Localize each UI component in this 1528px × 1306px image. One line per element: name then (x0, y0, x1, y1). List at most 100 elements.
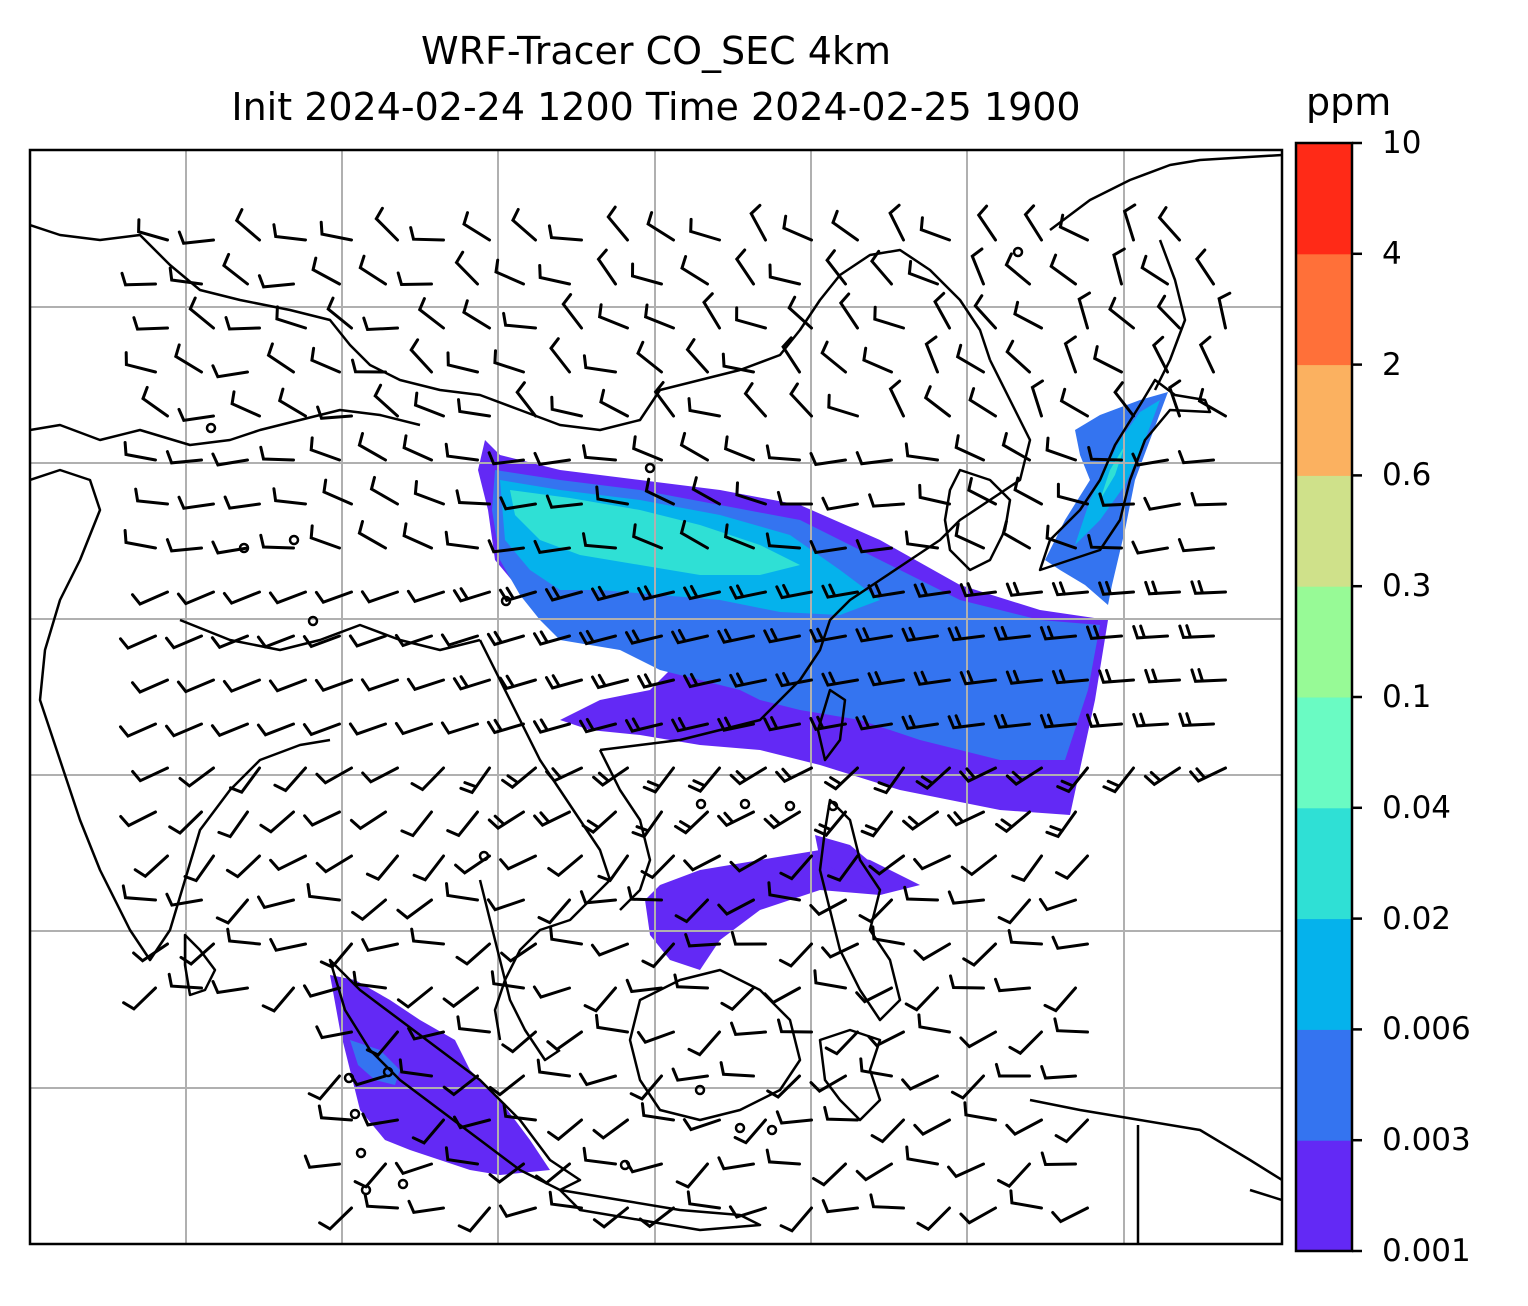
wind-barb (1063, 335, 1077, 374)
wind-barb (211, 364, 249, 379)
plume-sumatra-core (350, 1040, 400, 1085)
wind-barb (642, 766, 675, 794)
wind-barb (723, 435, 755, 462)
calm-wind-circle (1012, 246, 1024, 258)
wind-barb (457, 1206, 491, 1233)
wind-barb (533, 810, 571, 827)
wind-barb (486, 718, 525, 735)
wind-barb (653, 381, 675, 418)
wind-barb (498, 1204, 537, 1218)
wind-barb (905, 1145, 939, 1166)
wind-barb (445, 882, 479, 902)
wind-barb (689, 217, 721, 242)
wind-barb (123, 441, 157, 462)
wind-barb (595, 485, 629, 506)
wind-barb (188, 296, 215, 330)
colorbar-segment (1296, 807, 1352, 920)
tracer-plume (330, 392, 1168, 1175)
wind-barb (362, 316, 399, 332)
wind-barb (691, 476, 721, 506)
wind-barb (272, 223, 307, 242)
wind-barb (322, 478, 353, 506)
wind-barb (582, 1146, 617, 1166)
wind-barb (1039, 713, 1077, 729)
wind-barb (167, 972, 203, 990)
calm-wind-circle (288, 534, 300, 546)
wind-barb (821, 942, 859, 959)
wind-barb (561, 293, 583, 330)
wind-barb (995, 810, 1031, 834)
wind-barb (1143, 766, 1181, 787)
wind-barb (813, 810, 847, 837)
colorbar-segment (1296, 918, 1352, 1030)
wind-barb (511, 208, 537, 242)
wind-barb (394, 633, 433, 648)
wind-barb (680, 255, 709, 286)
wind-barb (131, 766, 169, 783)
wind-barb (454, 854, 491, 875)
wind-barb (269, 938, 307, 952)
wind-barb (537, 898, 571, 925)
wind-barb (132, 316, 169, 331)
wind-barb (165, 450, 203, 465)
wind-barb (1086, 713, 1123, 728)
plume-scs-1 (645, 850, 920, 970)
wind-barb (904, 986, 939, 1012)
wind-barb (636, 1030, 675, 1045)
wind-barb (592, 1206, 629, 1229)
wind-barb (1005, 1118, 1043, 1136)
wind-barb (177, 495, 215, 510)
wind-barb (855, 1162, 893, 1182)
wind-barb (582, 354, 617, 374)
wind-barb (625, 717, 663, 733)
wind-barb (211, 980, 249, 995)
wind-barb (947, 714, 985, 730)
wind-barb (1040, 1151, 1077, 1167)
wind-barb (730, 1021, 767, 1036)
wind-barb (123, 529, 157, 550)
wind-barb (767, 881, 801, 902)
wind-barb (402, 434, 433, 462)
wind-barb (490, 970, 525, 990)
wind-barb (257, 895, 295, 910)
wind-barb (671, 629, 709, 645)
wind-barb (310, 346, 341, 374)
wind-barb (183, 854, 215, 883)
wind-barb (487, 451, 525, 466)
wind-barb (406, 677, 445, 692)
wind-barb (303, 984, 341, 998)
wind-barb (131, 678, 169, 694)
wind-barb (717, 898, 755, 916)
wind-barb (444, 442, 479, 462)
wind-barb (462, 211, 491, 242)
wind-barb (407, 1026, 445, 1041)
wind-barb (234, 208, 261, 242)
wind-barb (671, 1067, 709, 1082)
wind-barb (360, 590, 399, 604)
wind-barb (1008, 1030, 1043, 1056)
wind-barb (319, 942, 353, 969)
wind-barb (1087, 534, 1123, 550)
wind-barb (1045, 436, 1077, 462)
wind-barb (597, 854, 629, 883)
wind-barb (763, 716, 801, 732)
wind-barb (533, 451, 571, 467)
wind-barb (1058, 213, 1089, 242)
wind-barb (640, 1102, 675, 1122)
wind-barb (583, 986, 617, 1013)
wind-barb (121, 884, 157, 902)
wind-barb (361, 766, 399, 784)
colorbar-segment (1296, 475, 1352, 587)
wind-barb (178, 766, 215, 788)
wind-barb (646, 211, 675, 242)
wind-barb (855, 451, 893, 466)
wind-barb (132, 942, 169, 963)
wind-barb (687, 1030, 721, 1057)
wind-barb (396, 986, 433, 1009)
wind-barb (501, 766, 537, 790)
colorbar (1294, 141, 1354, 1253)
wind-barb (901, 626, 939, 642)
wind-barb (1009, 1189, 1043, 1210)
wind-barb (549, 925, 583, 946)
wind-barb (781, 336, 801, 374)
